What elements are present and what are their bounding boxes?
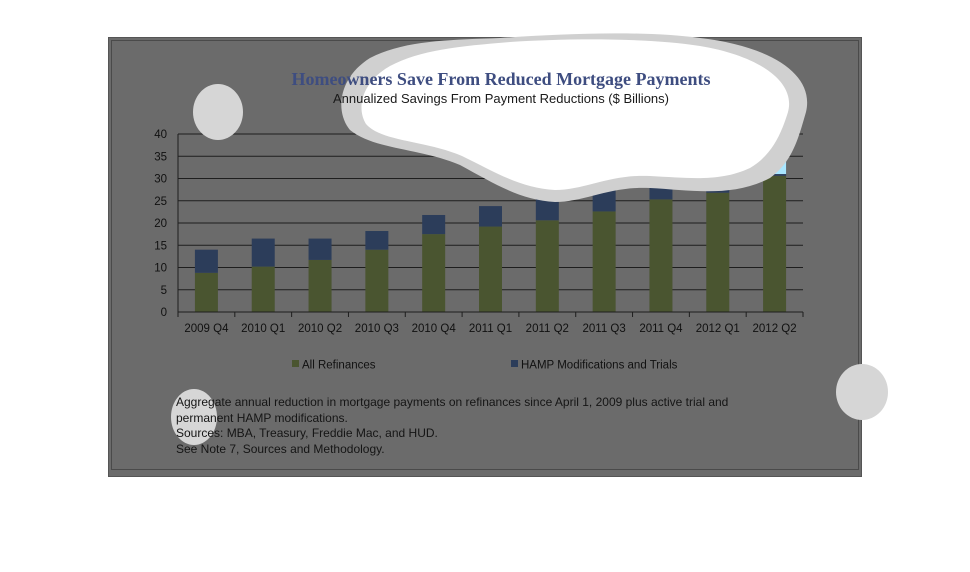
bar-hamp-modifications: [535, 198, 559, 221]
legend-label-refinances: All Refinances: [302, 360, 376, 372]
white-spot-lower-left: [171, 389, 217, 445]
axes: 0 5 10 15 20 25 30 35 40 2009 Q4 2010 Q1 2010 Q2 201…: [154, 129, 804, 335]
y-tick-label: 10: [154, 263, 167, 275]
bar-all-refinances: [649, 199, 673, 312]
bar-all-refinances: [479, 226, 502, 312]
x-tick-label: 2010 Q1: [241, 323, 285, 335]
bar-all-refinances: [592, 211, 616, 312]
x-tick-label: 2010 Q2: [298, 323, 342, 335]
bar-all-refinances: [763, 175, 787, 312]
bar-hamp-modifications: [365, 231, 389, 250]
chart-subtitle: Annualized Savings From Payment Reductio…: [333, 91, 669, 106]
chart-notes: Aggregate annual reduction in mortgage p…: [176, 395, 736, 457]
y-tick-label: 15: [154, 240, 167, 252]
note-line-1: Aggregate annual reduction in mortgage p…: [176, 395, 729, 409]
bar-hamp-modifications: [194, 249, 218, 273]
x-tick-label: 2010 Q4: [412, 323, 457, 335]
y-tick-label: 5: [161, 285, 167, 297]
note-line-2: permanent HAMP modifications.: [176, 410, 348, 425]
y-tick-label: 25: [154, 196, 167, 208]
bar-hamp-modifications: [251, 238, 275, 267]
bar-hamp-modifications: [422, 214, 446, 235]
x-tick-label: 2009 Q4: [184, 323, 229, 335]
y-tick-label: 35: [154, 151, 167, 163]
white-spot-right: [836, 364, 888, 420]
legend-label-hamp: HAMP Modifications and Trials: [521, 360, 678, 372]
white-spot-left: [193, 84, 243, 140]
bar-all-refinances: [365, 249, 389, 312]
y-tick-label: 30: [154, 174, 167, 186]
bar-all-refinances: [706, 192, 730, 312]
x-tick-label: 2011 Q1: [469, 323, 512, 335]
bar-all-refinances: [308, 259, 332, 312]
legend-swatch-refinances: [292, 360, 299, 367]
x-tick-label: 2012 Q2: [753, 323, 797, 335]
y-tick-label: 40: [154, 129, 167, 141]
bar-hamp-modifications: [308, 238, 332, 260]
y-tick-label: 0: [161, 307, 167, 319]
chart-title: Homeowners Save From Reduced Mortgage Pa…: [291, 69, 710, 89]
white-blot-core: [361, 39, 790, 190]
bar-hamp-modifications: [479, 206, 502, 227]
white-blot-overlay: [171, 33, 888, 445]
bar-all-refinances: [422, 234, 446, 312]
bar-all-refinances: [194, 272, 218, 312]
x-tick-label: 2010 Q3: [355, 323, 399, 335]
legend: All Refinances HAMP Modifications and Tri…: [292, 360, 678, 372]
x-tick-label: 2011 Q4: [639, 323, 683, 335]
y-tick-label: 20: [154, 218, 167, 230]
bar-hamp-modifications: [592, 189, 616, 212]
note-line-3: Sources: MBA, Treasury, Freddie Mac, and…: [176, 426, 438, 440]
bar-all-refinances: [251, 266, 275, 312]
legend-swatch-hamp: [511, 360, 518, 367]
x-tick-label: 2011 Q2: [526, 323, 569, 335]
x-tick-label: 2012 Q1: [696, 323, 740, 335]
note-line-4: See Note 7, Sources and Methodology.: [176, 441, 385, 456]
bar-all-refinances: [535, 220, 559, 312]
x-tick-label: 2011 Q3: [583, 323, 626, 335]
